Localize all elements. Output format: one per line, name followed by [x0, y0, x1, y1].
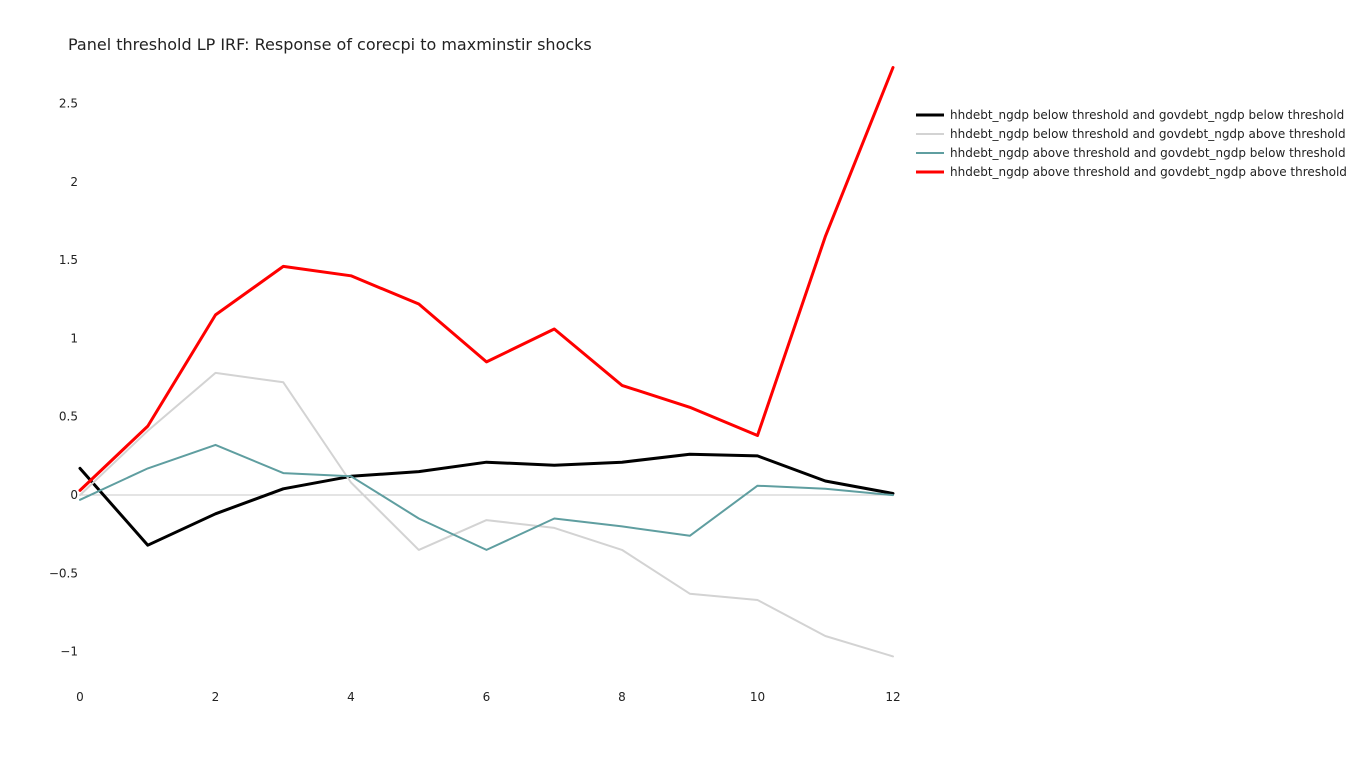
x-tick-label: 0 — [76, 690, 84, 704]
legend-item-1[interactable]: hhdebt_ngdp below threshold and govdebt_… — [916, 108, 1344, 122]
legend-label: hhdebt_ngdp above threshold and govdebt_… — [950, 146, 1346, 160]
series-lines — [78, 66, 895, 658]
y-tick-label: 1.5 — [59, 253, 78, 267]
legend-label: hhdebt_ngdp below threshold and govdebt_… — [950, 127, 1346, 141]
y-tick-label: 1 — [70, 331, 78, 345]
y-tick-label: 2 — [70, 175, 78, 189]
y-tick-label: −0.5 — [49, 566, 78, 580]
chart-title: Panel threshold LP IRF: Response of core… — [68, 35, 592, 54]
y-tick-label: 2.5 — [59, 96, 78, 110]
x-tick-label: 10 — [750, 690, 765, 704]
x-tick-label: 8 — [618, 690, 626, 704]
series-line-1[interactable] — [78, 452, 895, 547]
x-tick-label: 4 — [347, 690, 355, 704]
legend[interactable]: hhdebt_ngdp below threshold and govdebt_… — [916, 108, 1347, 179]
y-tick-label: 0 — [70, 488, 78, 502]
x-tick-label: 2 — [212, 690, 220, 704]
legend-item-3[interactable]: hhdebt_ngdp above threshold and govdebt_… — [916, 146, 1346, 160]
series-line-3[interactable] — [79, 443, 894, 551]
x-tick-label: 12 — [885, 690, 900, 704]
x-axis-ticks: 0 2 4 6 8 10 12 — [76, 690, 900, 704]
legend-item-2[interactable]: hhdebt_ngdp below threshold and govdebt_… — [916, 127, 1346, 141]
legend-item-4[interactable]: hhdebt_ngdp above threshold and govdebt_… — [916, 165, 1347, 179]
y-tick-label: −1 — [60, 645, 78, 659]
y-tick-label: 0.5 — [59, 410, 78, 424]
series-line-2[interactable] — [79, 371, 894, 658]
y-axis-ticks: −1 −0.5 0 0.5 1 1.5 2 2.5 — [49, 96, 78, 658]
legend-label: hhdebt_ngdp above threshold and govdebt_… — [950, 165, 1347, 179]
legend-label: hhdebt_ngdp below threshold and govdebt_… — [950, 108, 1344, 122]
x-tick-label: 6 — [483, 690, 491, 704]
series-line-4[interactable] — [78, 66, 895, 492]
